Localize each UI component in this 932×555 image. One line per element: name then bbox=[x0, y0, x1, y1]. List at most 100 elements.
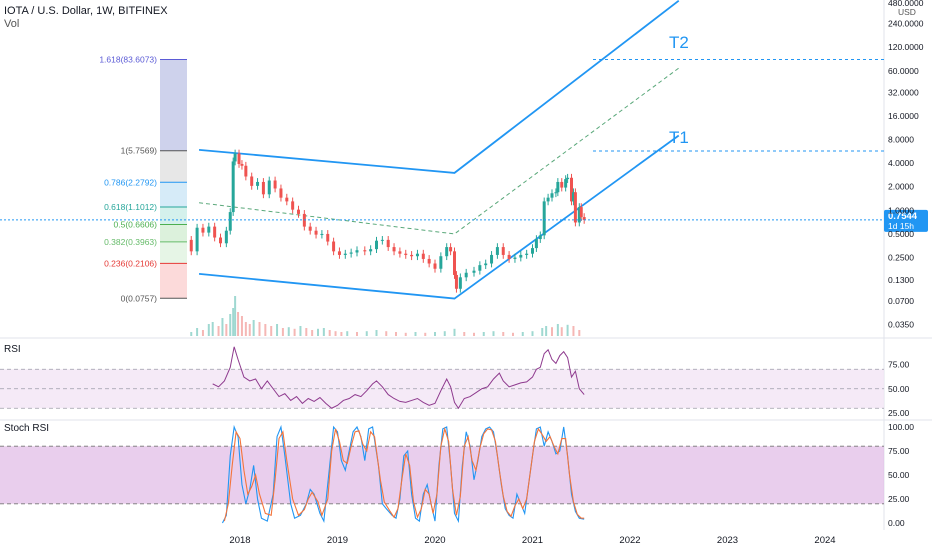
fib-zone bbox=[160, 182, 187, 208]
volume-bar bbox=[385, 331, 388, 336]
volume-bar bbox=[340, 332, 343, 336]
volume-bar bbox=[317, 328, 319, 336]
volume-bar bbox=[207, 324, 210, 336]
volume-bar bbox=[287, 327, 290, 336]
candle-body bbox=[285, 197, 289, 202]
volume-bar bbox=[453, 328, 456, 336]
volume-bar bbox=[531, 331, 534, 336]
volume-bar bbox=[276, 324, 279, 336]
candle-body bbox=[256, 181, 260, 186]
candle-body bbox=[453, 251, 456, 275]
candle-body bbox=[519, 254, 523, 258]
rsi-pane-label: RSI bbox=[4, 344, 21, 355]
fib-level-label: 0.382(0.3963) bbox=[104, 237, 157, 247]
candle-body bbox=[337, 251, 341, 255]
stoch-axis-tick: 100.00 bbox=[888, 422, 914, 432]
last-price-countdown: 1d 15h bbox=[888, 221, 914, 231]
candle-body bbox=[554, 192, 558, 194]
volume-bar bbox=[232, 308, 235, 336]
volume-bar bbox=[322, 328, 325, 336]
rsi-axis-tick: 25.00 bbox=[888, 408, 910, 418]
price-axis-tick: 120.0000 bbox=[888, 42, 924, 52]
time-axis-tick: 2019 bbox=[327, 535, 348, 546]
candle-body bbox=[273, 180, 277, 189]
candle-body bbox=[490, 254, 494, 264]
candle-body bbox=[233, 153, 237, 162]
candle-body bbox=[404, 253, 408, 255]
stoch-band bbox=[0, 446, 884, 504]
candle-body bbox=[349, 252, 353, 254]
volume-bar bbox=[234, 296, 237, 336]
price-axis-tick: 16.0000 bbox=[888, 111, 919, 121]
chart-title: IOTA / U.S. Dollar, 1W, BITFINEX bbox=[4, 5, 168, 17]
time-axis-tick: 2021 bbox=[522, 535, 543, 546]
volume-bar bbox=[560, 327, 563, 336]
price-axis-tick: 8.0000 bbox=[888, 134, 914, 144]
rsi-axis-tick: 50.00 bbox=[888, 384, 910, 394]
candle-body bbox=[224, 230, 228, 244]
volume-bar bbox=[414, 332, 417, 336]
candle-body bbox=[571, 192, 575, 202]
fib-zone bbox=[160, 224, 187, 242]
price-axis-tick: 32.0000 bbox=[888, 87, 919, 97]
channel-line bbox=[198, 67, 680, 235]
candle-body bbox=[449, 247, 453, 252]
candle-body bbox=[564, 179, 568, 188]
candle-body bbox=[231, 161, 235, 213]
candle-body bbox=[513, 257, 517, 259]
fib-zone bbox=[160, 263, 187, 299]
candle-body bbox=[556, 181, 560, 193]
candle-body bbox=[228, 212, 232, 231]
price-axis-tick: 1.0000 bbox=[888, 205, 914, 215]
volume-bar bbox=[334, 331, 337, 336]
candle-body bbox=[326, 233, 330, 242]
volume-bar bbox=[443, 331, 446, 336]
candle-body bbox=[398, 251, 402, 254]
candle-body bbox=[538, 235, 542, 240]
price-axis-tick: 2.0000 bbox=[888, 182, 914, 192]
volume-bar bbox=[578, 330, 581, 336]
candle-body bbox=[237, 153, 241, 164]
fib-level-label: 0.786(2.2792) bbox=[104, 177, 157, 187]
stoch-axis-tick: 0.00 bbox=[888, 518, 905, 528]
time-axis-tick: 2020 bbox=[424, 535, 445, 546]
candle-body bbox=[566, 177, 570, 180]
volume-bar bbox=[196, 328, 199, 336]
price-axis-tick: 4.0000 bbox=[888, 158, 914, 168]
fib-zone bbox=[160, 207, 187, 225]
candle-body bbox=[355, 250, 359, 253]
candle-body bbox=[314, 230, 318, 235]
candle-body bbox=[380, 239, 384, 241]
candle-body bbox=[433, 263, 437, 269]
last-price-badge bbox=[884, 209, 928, 232]
stoch-d-line bbox=[223, 426, 585, 522]
volume-bar bbox=[463, 332, 466, 336]
volume-bar bbox=[551, 327, 553, 336]
fib-level-label: 0.236(0.2106) bbox=[104, 258, 157, 268]
last-price-value: 0.7544 bbox=[888, 211, 918, 222]
volume-bar bbox=[346, 331, 349, 336]
candle-body bbox=[369, 249, 373, 252]
volume-bar bbox=[211, 322, 214, 336]
fib-level-label: 0.5(0.6606) bbox=[114, 219, 158, 229]
time-axis-tick: 2018 bbox=[229, 535, 250, 546]
volume-bar bbox=[201, 330, 204, 336]
volume-bar bbox=[395, 332, 397, 336]
volume-bar bbox=[293, 328, 296, 336]
volume-bar bbox=[473, 332, 475, 336]
volume-bar bbox=[264, 324, 267, 336]
candle-body bbox=[267, 180, 271, 195]
candle-body bbox=[445, 247, 449, 257]
candle-body bbox=[363, 250, 367, 252]
candle-body bbox=[478, 265, 482, 271]
candle-body bbox=[279, 188, 283, 198]
price-axis-tick: 0.0350 bbox=[888, 320, 914, 330]
candle-body bbox=[454, 274, 458, 289]
price-axis-tick: 0.2500 bbox=[888, 253, 914, 263]
fib-level-label: 0(0.0757) bbox=[121, 293, 158, 303]
candle-body bbox=[410, 254, 414, 257]
candle-body bbox=[472, 270, 476, 273]
candle-body bbox=[570, 177, 573, 202]
volume-bar bbox=[281, 328, 284, 336]
